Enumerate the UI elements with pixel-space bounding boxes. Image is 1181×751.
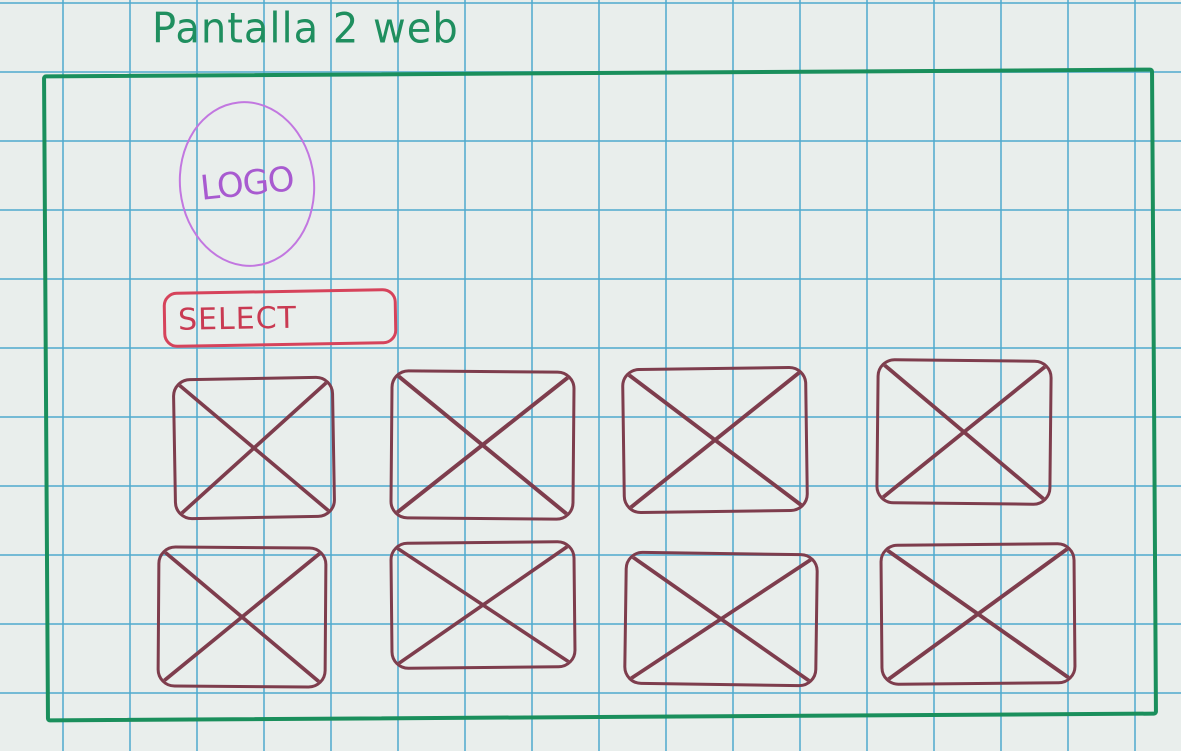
sketch-title: Pantalla 2 web	[152, 4, 459, 54]
image-placeholder-1[interactable]	[171, 375, 337, 521]
logo-text: LOGO	[198, 159, 296, 209]
select-dropdown[interactable]: SELECT	[162, 287, 398, 349]
image-placeholder-2[interactable]	[389, 369, 576, 521]
image-placeholder-6[interactable]	[389, 540, 577, 670]
image-placeholder-8[interactable]	[879, 542, 1077, 686]
image-placeholder-7[interactable]	[623, 550, 819, 688]
image-placeholder-5[interactable]	[156, 545, 328, 689]
image-placeholder-4[interactable]	[875, 358, 1053, 506]
image-placeholder-3[interactable]	[620, 365, 810, 515]
select-label: SELECT	[177, 300, 298, 338]
